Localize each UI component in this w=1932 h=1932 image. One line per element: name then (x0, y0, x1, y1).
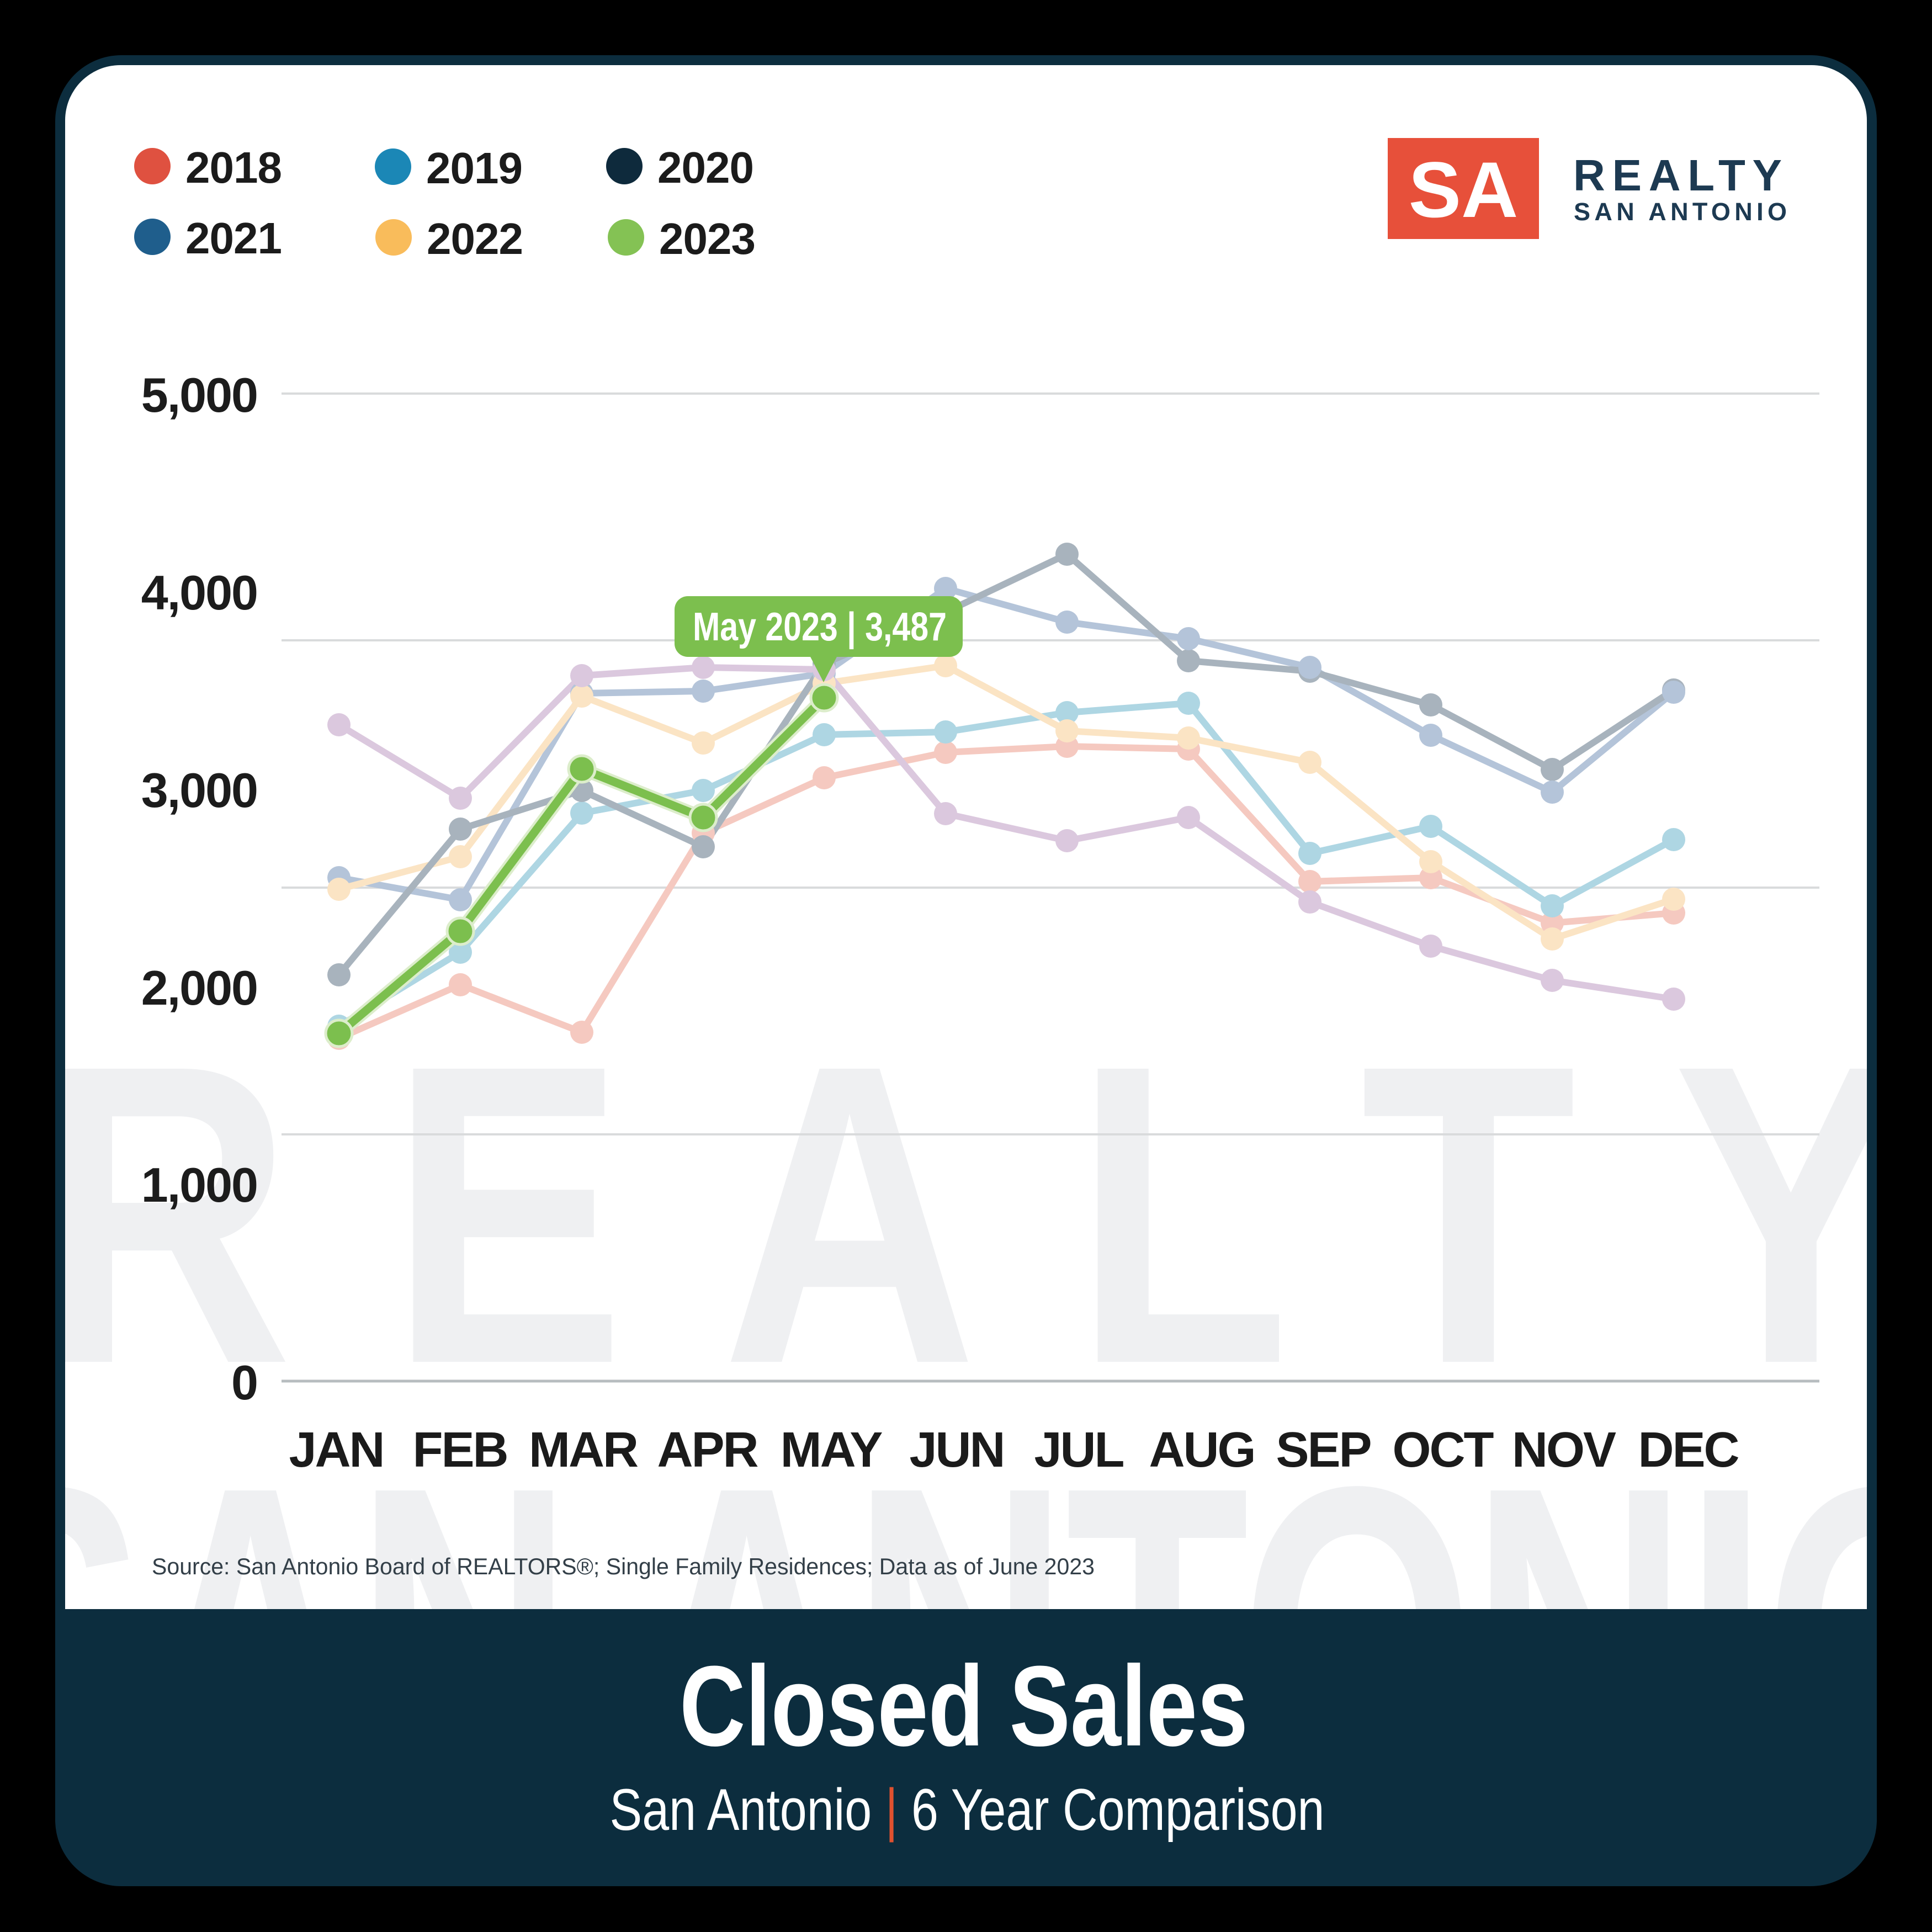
svg-text:5,000: 5,000 (141, 368, 257, 422)
svg-text:SA: SA (1409, 146, 1519, 234)
svg-text:SEP: SEP (1276, 1423, 1370, 1478)
svg-text:MAR: MAR (529, 1423, 638, 1478)
svg-text:Source: San Antonio Board of R: Source: San Antonio Board of REALTORS®; … (152, 1553, 1095, 1579)
svg-text:1,000: 1,000 (141, 1158, 257, 1212)
svg-text:3,000: 3,000 (141, 763, 257, 818)
svg-text:JUL: JUL (1034, 1423, 1123, 1478)
svg-text:0: 0 (231, 1355, 257, 1410)
svg-text:2019: 2019 (426, 144, 522, 193)
svg-text:FEB: FEB (413, 1423, 507, 1478)
svg-text:Closed Sales: Closed Sales (680, 1642, 1248, 1770)
svg-text:2023: 2023 (659, 214, 755, 263)
svg-text:APR: APR (657, 1423, 758, 1478)
svg-text:2022: 2022 (427, 214, 523, 263)
svg-text:May 2023 | 3,487: May 2023 | 3,487 (693, 605, 947, 649)
svg-text:NOV: NOV (1512, 1423, 1616, 1478)
svg-text:San Antonio | 6 Year Compariso: San Antonio | 6 Year Comparison (610, 1776, 1325, 1843)
svg-text:JUN: JUN (909, 1423, 1004, 1478)
svg-text:2020: 2020 (657, 143, 753, 192)
svg-text:2021: 2021 (185, 214, 282, 263)
svg-text:DEC: DEC (1638, 1423, 1738, 1478)
svg-text:OCT: OCT (1393, 1423, 1494, 1478)
svg-text:2018: 2018 (185, 143, 282, 192)
svg-text:2,000: 2,000 (141, 960, 257, 1015)
svg-text:JAN: JAN (289, 1423, 383, 1478)
svg-text:SAN ANTONIO: SAN ANTONIO (0, 1398, 1932, 1874)
svg-text:MAY: MAY (781, 1423, 883, 1478)
svg-text:SAN ANTONIO: SAN ANTONIO (1574, 198, 1787, 226)
svg-text:AUG: AUG (1149, 1423, 1255, 1478)
svg-text:4,000: 4,000 (141, 565, 257, 620)
